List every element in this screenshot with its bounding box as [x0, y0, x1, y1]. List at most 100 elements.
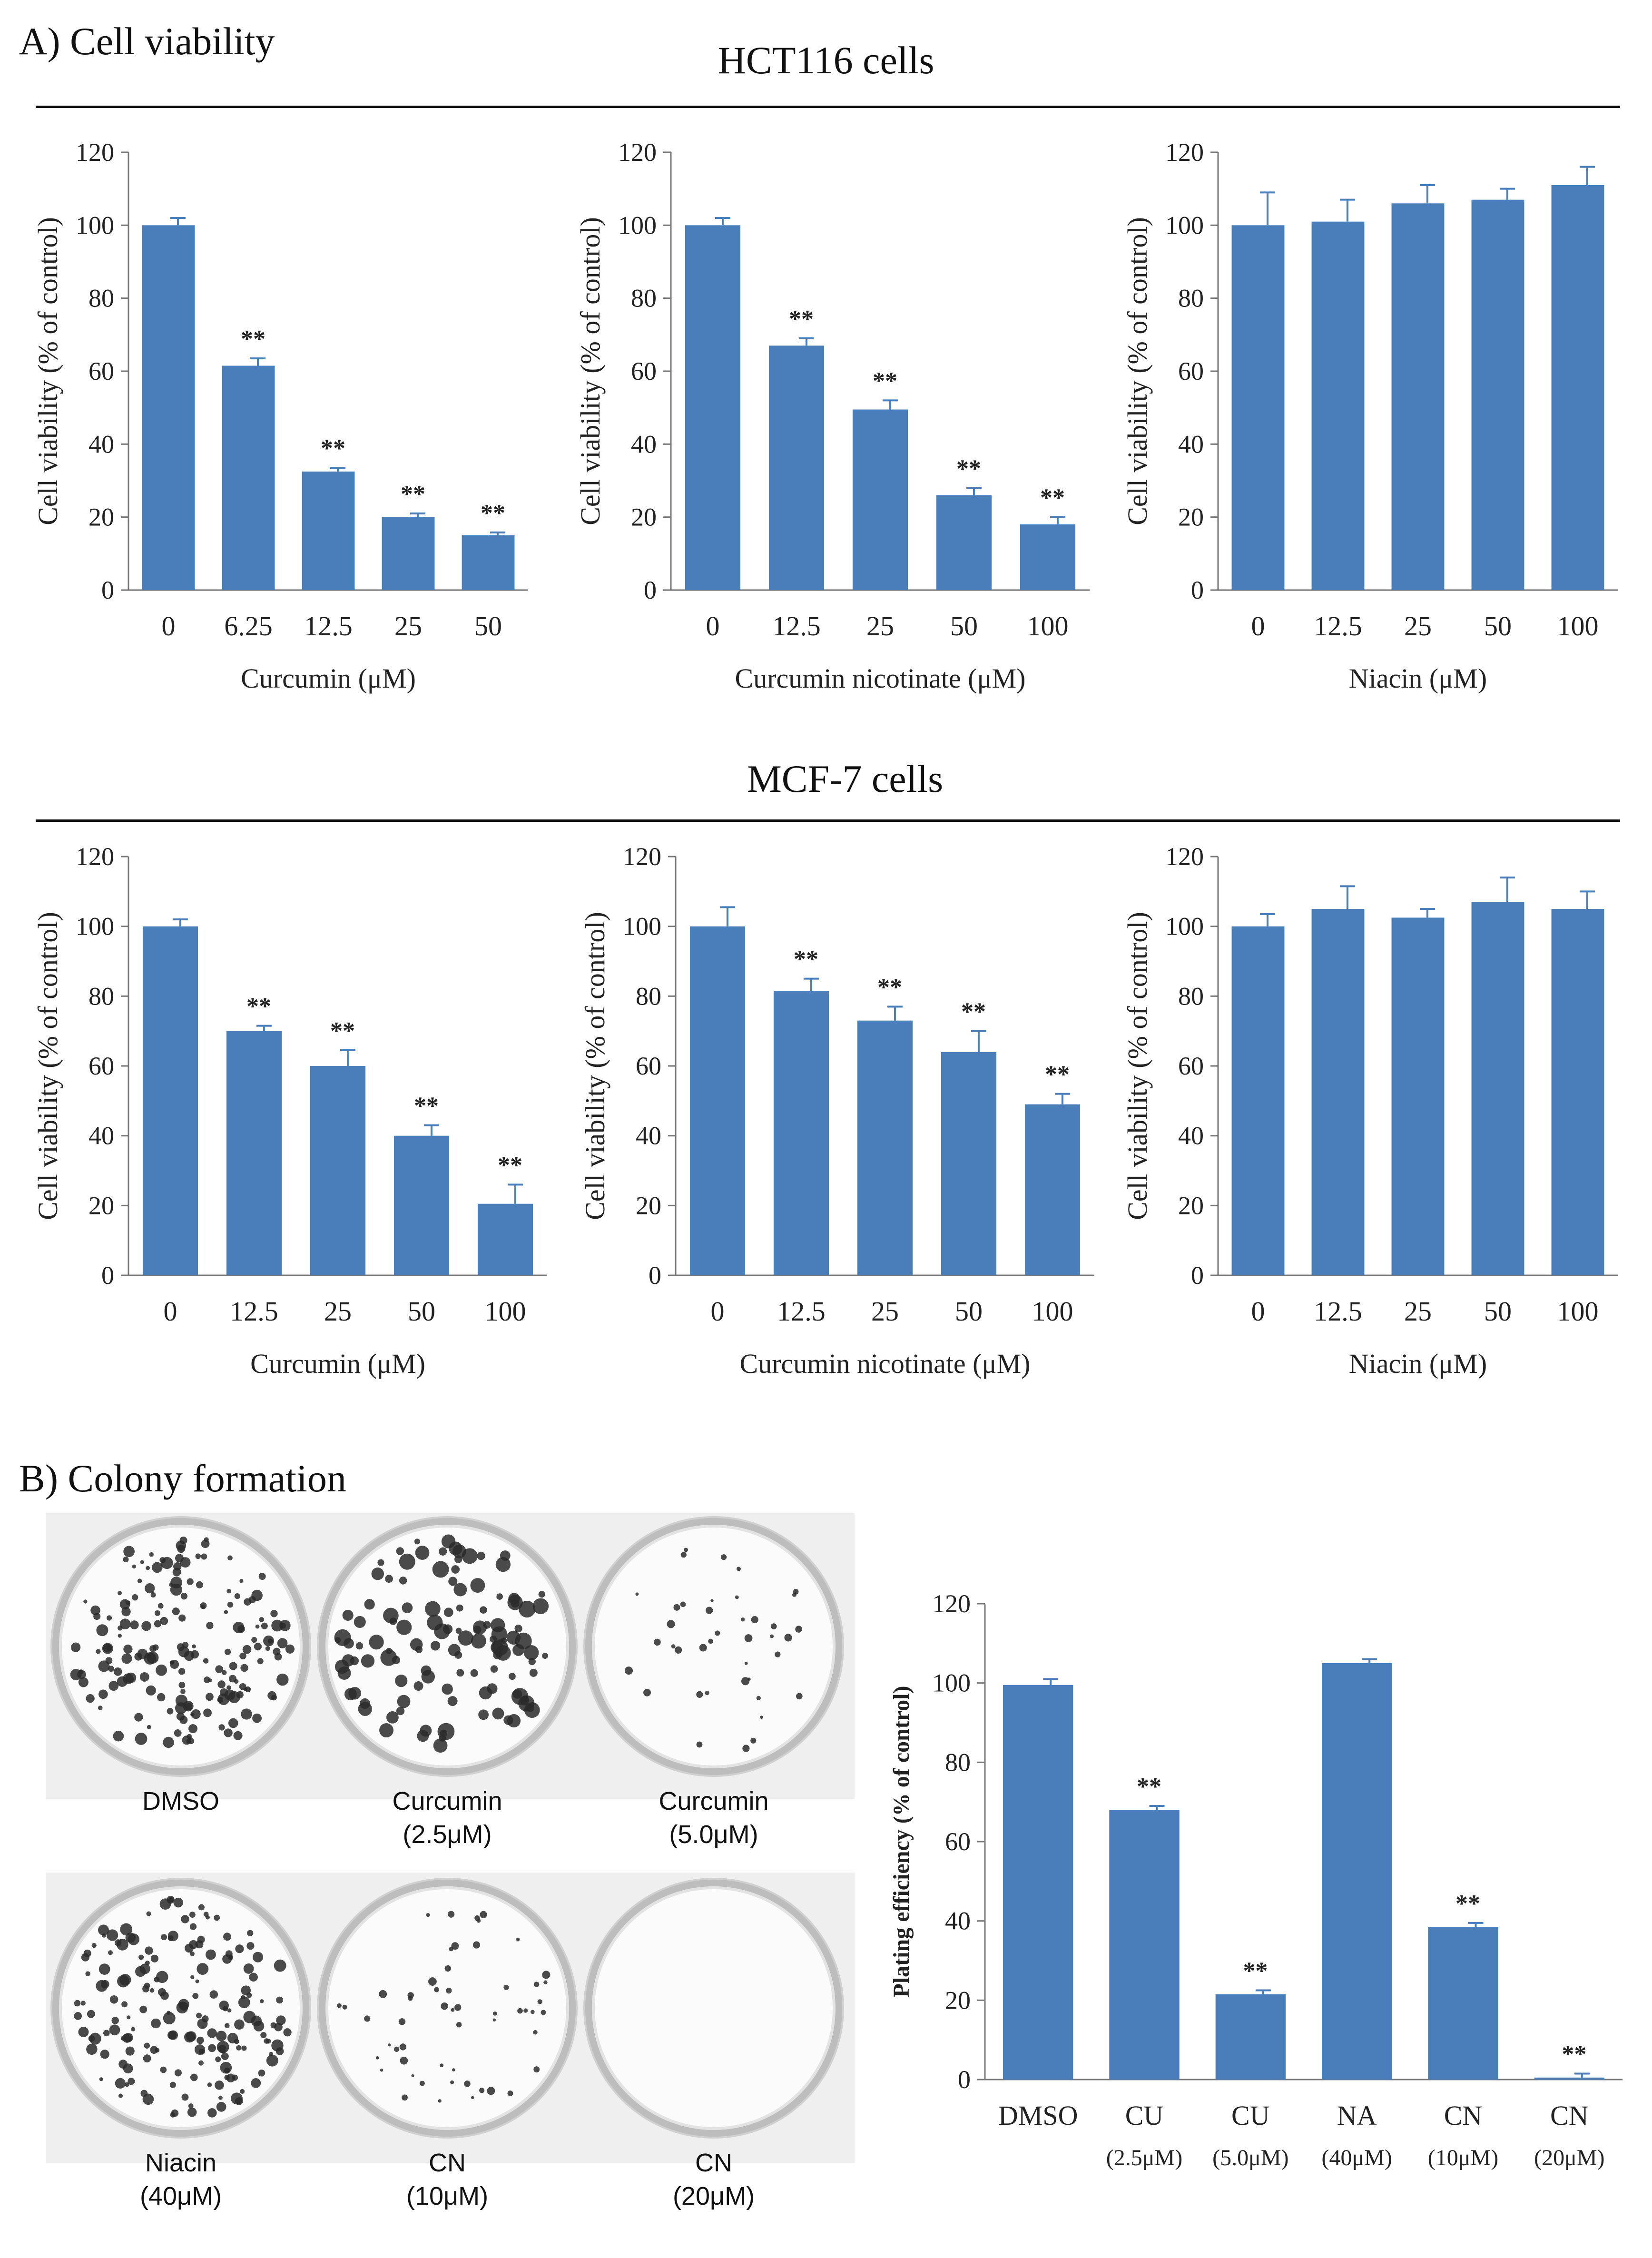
significance-label: ** [794, 946, 818, 973]
y-tick-label: 80 [88, 284, 114, 313]
bar [226, 1031, 282, 1275]
x-tick-label: 0 [711, 1296, 725, 1327]
dish-label: Curcumin (5.0μM) [659, 1787, 769, 1849]
bar [1003, 1685, 1073, 2080]
bar [310, 1066, 366, 1275]
y-tick-label: 60 [631, 357, 657, 385]
y-axis-label: Cell viability (% of control) [32, 217, 63, 525]
y-tick-label: 60 [945, 1827, 971, 1856]
x-tick-label: 12.5 [1314, 611, 1362, 641]
significance-label: ** [414, 1093, 439, 1120]
chart-hct116-niacin: 0 20 40 60 80 100 120 Cell viability (% of cont… [1122, 138, 1618, 694]
x-tick-label: CU [1231, 2100, 1270, 2131]
colony-dots [337, 1911, 551, 2103]
bar [1311, 221, 1365, 590]
group-rule-hct116 [36, 106, 1620, 108]
chart-mcf7-curcumin: 0 20 40 60 80 100 120 Cell viability (% of cont… [32, 842, 547, 1379]
x-tick-label: 50 [408, 1296, 435, 1327]
y-tick-label: 100 [623, 912, 661, 941]
x-tick-label: 25 [1404, 611, 1432, 641]
x-tick-label: 0 [706, 611, 720, 641]
bar [1024, 1104, 1081, 1275]
y-tick-label: 0 [649, 1261, 661, 1290]
significance-label: ** [1040, 484, 1065, 512]
bar [382, 517, 435, 590]
y-tick-label: 120 [76, 842, 114, 871]
x-axis-label: Curcumin nicotinate (μM) [740, 1348, 1031, 1379]
x-tick-label: 100 [1557, 1296, 1599, 1327]
significance-label: ** [246, 993, 271, 1020]
x-tick-label: 0 [162, 611, 176, 641]
bar [1311, 909, 1365, 1275]
bar [1471, 902, 1524, 1275]
x-tick-sublabel: (10μM) [1428, 2145, 1498, 2170]
colony-dots [70, 1536, 295, 1748]
petri-dish-image [52, 1880, 309, 2137]
y-tick-label: 40 [631, 430, 657, 458]
y-axis-label: Cell viability (% of control) [1122, 217, 1153, 525]
x-axis-label: Curcumin nicotinate (μM) [735, 663, 1026, 694]
significance-label: ** [241, 325, 266, 353]
y-tick-label: 20 [945, 1986, 971, 2014]
y-tick-label: 100 [932, 1669, 971, 1697]
bar [1471, 199, 1524, 590]
dish-label: CN (10μM) [406, 2149, 489, 2210]
x-tick-label: 50 [955, 1296, 983, 1327]
x-tick-label: 12.5 [304, 611, 353, 641]
significance-label: ** [877, 974, 902, 1001]
panel-b-label: B) Colony formation [19, 1457, 346, 1500]
dish-label: Curcumin (2.5μM) [392, 1787, 502, 1849]
bar [222, 365, 275, 590]
bar [462, 535, 515, 590]
bar [1231, 926, 1285, 1275]
x-tick-label: 0 [1251, 611, 1265, 641]
y-tick-label: 100 [1165, 211, 1204, 239]
dish-label: DMSO [142, 1787, 219, 1815]
y-tick-label: 0 [1191, 1261, 1204, 1290]
y-tick-label: 120 [1165, 842, 1204, 871]
chart-hct116-curcumin: 0 20 40 60 80 100 120 Cell viability (% of cont… [32, 138, 528, 694]
x-tick-label: 100 [485, 1296, 526, 1327]
y-axis-label: Cell viability (% of control) [32, 912, 63, 1220]
y-tick-label: 40 [88, 430, 114, 458]
y-tick-label: 0 [101, 576, 114, 604]
petri-dish-image [585, 1880, 842, 2137]
x-tick-label: CN [1444, 2100, 1483, 2131]
x-tick-sublabel: (40μM) [1321, 2145, 1392, 2170]
y-axis-label: Cell viability (% of control) [580, 912, 610, 1220]
y-tick-label: 120 [1165, 138, 1204, 167]
bar [1215, 1994, 1286, 2080]
colony-dots [334, 1534, 549, 1753]
y-tick-label: 0 [644, 576, 657, 604]
x-tick-label: 6.25 [224, 611, 273, 641]
bar [1428, 1927, 1498, 2080]
bar [1551, 185, 1604, 590]
group-rule-mcf7 [36, 819, 1620, 822]
y-tick-label: 20 [631, 503, 657, 532]
bar [142, 926, 198, 1275]
x-tick-label: 50 [950, 611, 978, 641]
y-tick-label: 60 [88, 357, 114, 385]
y-axis-label: Plating efficiency (% of control) [889, 1686, 914, 1998]
significance-label: ** [321, 435, 345, 462]
x-tick-label: CU [1125, 2100, 1164, 2131]
significance-label: ** [1455, 1890, 1480, 1917]
bar [852, 409, 908, 590]
x-tick-label: DMSO [998, 2100, 1078, 2131]
y-tick-label: 20 [1178, 503, 1204, 532]
dish-label: Niacin (40μM) [139, 2149, 222, 2210]
petri-dish-image [585, 1518, 842, 1775]
x-tick-label: 25 [871, 1296, 899, 1327]
x-axis-label: Curcumin (μM) [241, 663, 416, 694]
bar [1534, 2077, 1605, 2080]
y-tick-label: 120 [623, 842, 661, 871]
y-tick-label: 0 [958, 2065, 971, 2094]
y-tick-label: 100 [1165, 912, 1204, 941]
group-title-hct116: HCT116 cells [718, 39, 934, 82]
chart-plating-efficiency: 0 20 40 60 80 100 120 Plating efficiency (% of … [889, 1589, 1622, 2170]
bar [302, 471, 355, 590]
y-tick-label: 0 [101, 1261, 114, 1290]
y-tick-label: 0 [1191, 576, 1204, 604]
panel-a-label: A) Cell viability [19, 20, 275, 63]
x-tick-label: 25 [1404, 1296, 1432, 1327]
